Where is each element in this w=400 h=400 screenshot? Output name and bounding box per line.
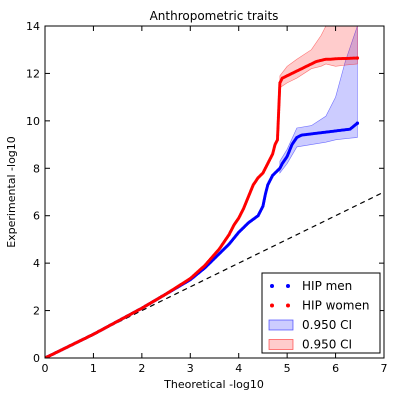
data-point	[356, 122, 359, 125]
legend-marker	[286, 304, 290, 308]
y-tick-label: 8	[33, 162, 40, 175]
y-tick-label: 4	[33, 257, 40, 270]
y-tick-label: 0	[33, 352, 40, 365]
y-tick-label: 6	[33, 210, 40, 223]
y-tick-label: 12	[26, 67, 40, 80]
legend-marker	[270, 284, 274, 288]
x-tick-label: 0	[42, 362, 49, 375]
data-point	[356, 56, 359, 59]
y-tick-label: 2	[33, 305, 40, 318]
x-tick-label: 6	[332, 362, 339, 375]
legend-swatch	[269, 340, 293, 350]
legend-marker	[286, 284, 290, 288]
x-tick-label: 7	[381, 362, 388, 375]
legend-label: HIP women	[302, 299, 369, 313]
x-axis-label: Theoretical -log10	[163, 378, 264, 391]
x-tick-label: 1	[90, 362, 97, 375]
legend-label: HIP men	[302, 279, 352, 293]
y-tick-label: 10	[26, 115, 40, 128]
legend: HIP men HIP women 0.950 CI 0.950 CI	[262, 273, 380, 353]
legend-label: 0.950 CI	[302, 318, 352, 332]
legend-label: 0.950 CI	[302, 338, 352, 352]
x-tick-label: 2	[138, 362, 145, 375]
x-tick-label: 5	[284, 362, 291, 375]
legend-swatch	[269, 320, 293, 330]
legend-marker	[270, 304, 274, 308]
y-axis-label: Experimental -log10	[5, 136, 18, 248]
chart-title: Anthropometric traits	[150, 9, 279, 23]
x-tick-label: 4	[235, 362, 242, 375]
x-tick-label: 3	[187, 362, 194, 375]
y-tick-label: 14	[26, 20, 40, 33]
